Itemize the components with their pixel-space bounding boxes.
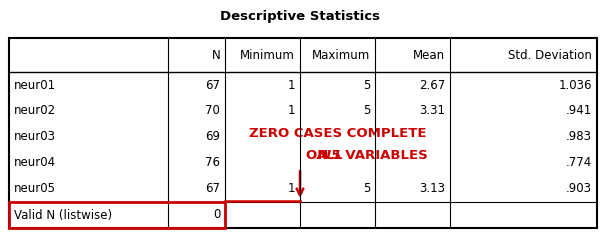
Text: 3.31: 3.31 — [419, 104, 445, 118]
Text: ZERO CASES COMPLETE: ZERO CASES COMPLETE — [249, 127, 426, 140]
Text: .903: .903 — [566, 182, 592, 196]
Text: 5: 5 — [363, 78, 370, 91]
Text: 5: 5 — [363, 182, 370, 196]
Text: 1: 1 — [288, 182, 295, 196]
Text: 0: 0 — [213, 209, 220, 222]
Bar — [9, 202, 225, 228]
Text: 67: 67 — [205, 182, 220, 196]
Text: neur05: neur05 — [14, 182, 56, 196]
Text: Mean: Mean — [413, 49, 445, 62]
Bar — [9, 38, 597, 228]
Text: neur03: neur03 — [14, 131, 56, 144]
Text: .983: .983 — [566, 131, 592, 144]
Text: 1: 1 — [288, 104, 295, 118]
Text: neur01: neur01 — [14, 78, 56, 91]
Text: Std. Deviation: Std. Deviation — [508, 49, 592, 62]
Text: 3.13: 3.13 — [419, 182, 445, 196]
Text: 76: 76 — [205, 156, 220, 169]
Text: neur04: neur04 — [14, 156, 56, 169]
Text: 5: 5 — [363, 104, 370, 118]
Text: Maximum: Maximum — [312, 49, 370, 62]
Text: .941: .941 — [566, 104, 592, 118]
Text: Minimum: Minimum — [241, 49, 295, 62]
Text: 70: 70 — [205, 104, 220, 118]
Text: N: N — [211, 49, 220, 62]
Text: Valid N (listwise): Valid N (listwise) — [14, 209, 112, 222]
Text: 2.67: 2.67 — [419, 78, 445, 91]
Text: neur02: neur02 — [14, 104, 56, 118]
Text: 67: 67 — [205, 78, 220, 91]
Text: 5 VARIABLES: 5 VARIABLES — [327, 149, 428, 162]
Text: ON: ON — [306, 149, 333, 162]
Text: ALL: ALL — [317, 149, 344, 162]
Text: Descriptive Statistics: Descriptive Statistics — [220, 10, 380, 23]
Text: 1.036: 1.036 — [559, 78, 592, 91]
Text: 69: 69 — [205, 131, 220, 144]
Text: 1: 1 — [288, 78, 295, 91]
Text: .774: .774 — [566, 156, 592, 169]
